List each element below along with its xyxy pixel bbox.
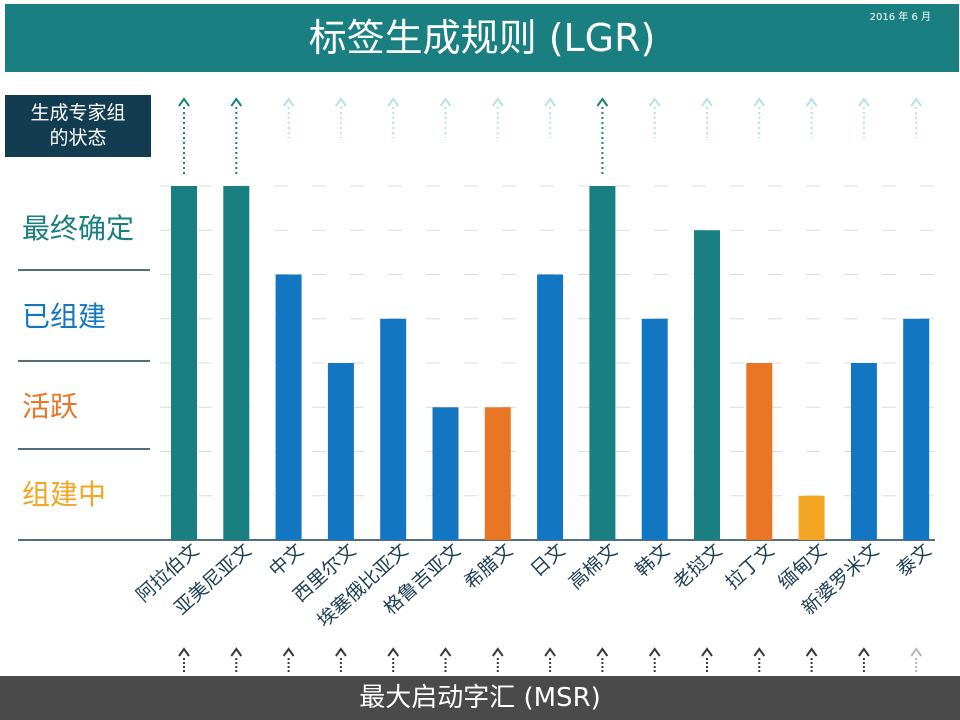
title-bar: 标签生成规则 (LGR) 2016 年 6 月 xyxy=(5,4,959,72)
top-arrow-head xyxy=(701,97,713,107)
bar xyxy=(903,318,930,540)
bottom-arrow-head xyxy=(544,647,556,657)
bottom-arrow-head xyxy=(753,647,766,657)
category-tick-label: 希腊文 xyxy=(460,539,517,594)
status-label: 组建中 xyxy=(22,478,106,511)
bottom-arrow-head xyxy=(596,647,609,657)
bottom-arrow-head xyxy=(491,647,504,657)
status-label: 最终确定 xyxy=(22,212,134,245)
top-arrow-head xyxy=(282,97,295,107)
category-tick-label: 泰文 xyxy=(893,539,936,581)
top-arrow-head xyxy=(648,97,661,107)
bottom-arrow-head xyxy=(701,647,713,657)
bottom-arrow-head xyxy=(910,647,923,657)
bottom-arrow-head xyxy=(805,647,818,657)
bottom-arrow-head xyxy=(648,647,661,657)
msr-footer-bar: 最大启动字汇 (MSR) xyxy=(0,676,960,720)
bar xyxy=(746,363,773,540)
category-tick-label: 韩文 xyxy=(631,539,674,581)
top-arrow-head xyxy=(805,97,818,107)
bar xyxy=(641,318,668,540)
working-group-status-box: 生成专家组 的状态 xyxy=(5,95,151,157)
status-label: 活跃 xyxy=(22,390,78,423)
page-title: 标签生成规则 (LGR) xyxy=(308,16,656,60)
bottom-arrow-head xyxy=(387,647,400,657)
top-arrow-head xyxy=(178,97,190,107)
bar xyxy=(589,186,616,540)
date-label: 2016 年 6 月 xyxy=(869,12,931,23)
bar xyxy=(694,230,720,540)
bar xyxy=(537,274,564,540)
bottom-arrow-head xyxy=(858,647,870,657)
top-arrow-head xyxy=(387,97,400,107)
bar xyxy=(171,186,197,540)
bottom-arrow-head xyxy=(282,647,295,657)
bar xyxy=(798,495,825,540)
bottom-arrow-head xyxy=(230,647,243,657)
top-arrow-head xyxy=(439,97,452,107)
bar xyxy=(484,407,511,540)
bar xyxy=(850,363,877,540)
top-arrow-head xyxy=(335,97,347,107)
bar xyxy=(327,363,354,540)
working-group-status-line-2: 的状态 xyxy=(49,127,107,149)
bar xyxy=(223,186,250,540)
msr-footer-label: 最大启动字汇 (MSR) xyxy=(359,683,601,713)
category-tick-label: 中文 xyxy=(265,539,308,581)
bottom-arrow-head xyxy=(335,647,347,657)
top-arrow-head xyxy=(858,97,870,107)
bottom-arrow-head xyxy=(178,647,190,657)
top-arrow-head xyxy=(230,97,243,107)
category-tick-label: 日文 xyxy=(526,539,569,581)
bar xyxy=(275,274,302,540)
top-arrow-head xyxy=(544,97,556,107)
bar xyxy=(432,407,459,540)
top-arrow-head xyxy=(753,97,766,107)
bottom-arrow-head xyxy=(439,647,452,657)
status-label: 已组建 xyxy=(22,300,106,333)
bar xyxy=(380,318,407,540)
top-arrow-head xyxy=(910,97,923,107)
working-group-status-label: 生成专家组 的状态 xyxy=(5,101,151,151)
working-group-status-line-1: 生成专家组 xyxy=(30,102,126,124)
category-tick-label: 拉丁文 xyxy=(722,539,779,594)
top-arrow-head xyxy=(596,97,609,107)
category-tick-label: 老挝文 xyxy=(669,539,726,594)
top-arrow-head xyxy=(491,97,504,107)
category-tick-label: 高棉文 xyxy=(565,539,622,594)
